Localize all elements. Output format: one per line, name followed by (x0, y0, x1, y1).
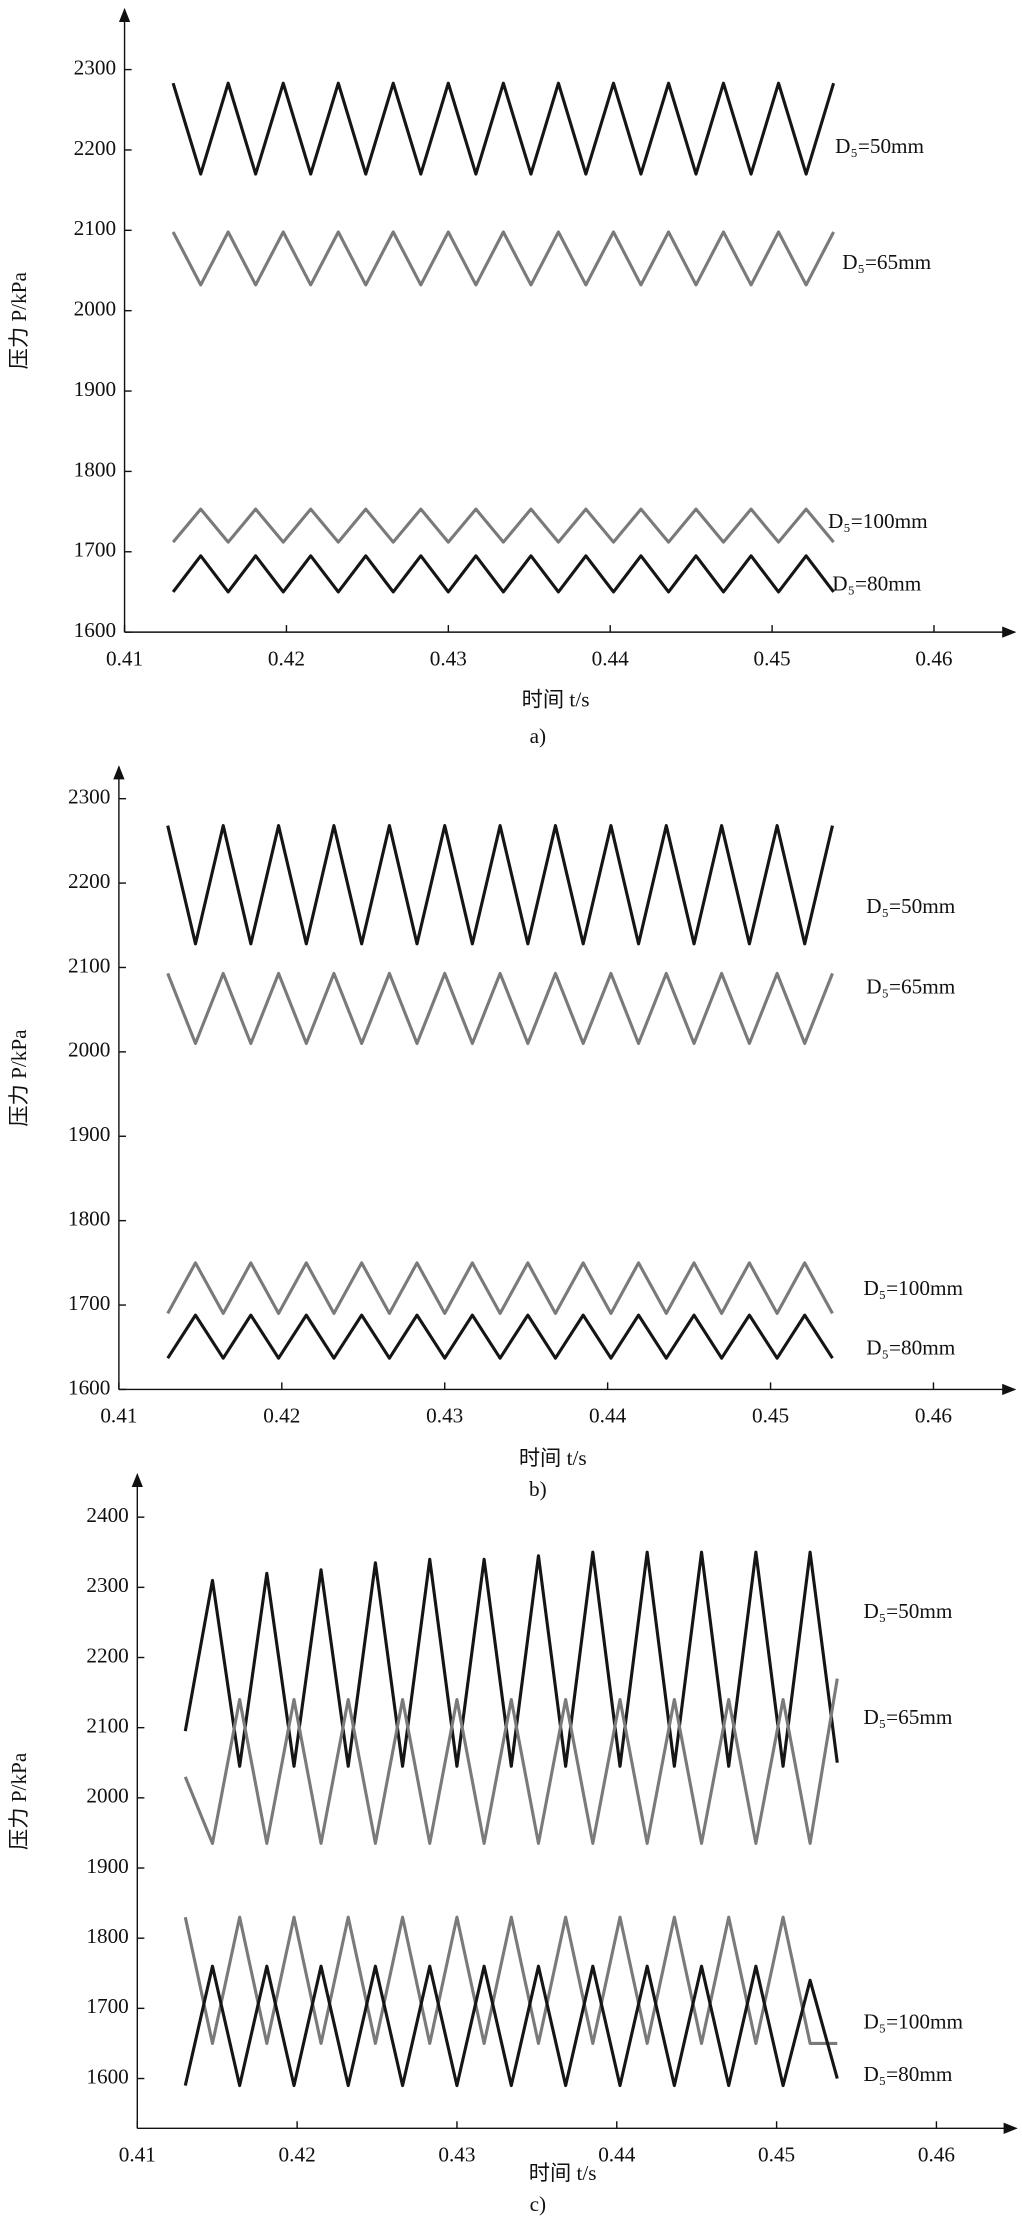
legend-label: D₅=50mm (835, 134, 924, 158)
x-axis-label: 时间 t/s (519, 1446, 587, 1470)
y-tick-label: 2000 (74, 297, 116, 321)
y-tick-label: 2300 (74, 55, 116, 79)
y-axis-label: 压力 P/kPa (7, 272, 31, 370)
y-tick-label: 2100 (86, 1714, 128, 1738)
caption: b) (529, 1477, 547, 1501)
y-tick-label: 1600 (86, 2064, 128, 2088)
y-tick-label: 2000 (86, 1784, 128, 1808)
series-line (166, 824, 834, 946)
y-tick-label: 2200 (86, 1643, 128, 1667)
y-tick-label: 1700 (86, 1994, 128, 2018)
x-tick-label: 0.44 (592, 646, 630, 670)
caption: c) (530, 2192, 546, 2216)
x-axis-label: 时间 t/s (529, 2161, 597, 2185)
x-tick-label: 0.42 (279, 2143, 316, 2167)
series-line (183, 1964, 839, 2088)
legend-label: D₅=50mm (866, 894, 955, 918)
x-tick-label: 0.45 (752, 1404, 789, 1428)
y-tick-label: 2200 (68, 869, 110, 893)
y-tick-label: 2300 (68, 785, 110, 809)
x-tick-label: 0.41 (106, 646, 143, 670)
y-tick-label: 1800 (74, 457, 116, 481)
legend-label: D₅=80mm (863, 2062, 952, 2086)
x-tick-label: 0.44 (598, 2143, 636, 2167)
y-tick-label: 1900 (86, 1854, 128, 1878)
y-tick-label: 2100 (74, 216, 116, 240)
series-line (166, 1313, 834, 1360)
x-tick-label: 0.45 (758, 2143, 795, 2167)
x-tick-label: 0.42 (263, 1404, 300, 1428)
x-tick-label: 0.41 (119, 2143, 156, 2167)
legend-label: D₅=65mm (842, 250, 931, 274)
series-line (171, 507, 835, 544)
series-line (171, 230, 835, 287)
legend-label: D₅=80mm (866, 1336, 955, 1360)
y-tick-label: 1900 (68, 1122, 110, 1146)
x-tick-label: 0.46 (918, 2143, 955, 2167)
series-line (171, 81, 836, 176)
series-line (183, 1915, 838, 2045)
x-tick-label: 0.46 (915, 646, 952, 670)
x-axis-label: 时间 t/s (522, 687, 590, 711)
y-tick-label: 2000 (68, 1038, 110, 1062)
series-line (171, 554, 835, 594)
x-tick-label: 0.41 (100, 1404, 137, 1428)
x-tick-label: 0.45 (754, 646, 791, 670)
caption: a) (530, 724, 546, 748)
y-tick-label: 2400 (86, 1503, 128, 1527)
legend-label: D₅=100mm (828, 509, 928, 533)
series-line (183, 1550, 839, 1768)
y-tick-label: 1600 (68, 1375, 110, 1399)
y-tick-label: 1800 (86, 1924, 128, 1948)
series-line (166, 971, 834, 1046)
legend-label: D₅=100mm (863, 1276, 963, 1300)
x-tick-label: 0.43 (426, 1404, 463, 1428)
series-line (166, 1261, 834, 1315)
y-tick-label: 1800 (68, 1207, 110, 1231)
legend-label: D₅=65mm (863, 1705, 952, 1729)
x-tick-label: 0.43 (430, 646, 467, 670)
series-line (183, 1678, 839, 1845)
legend-label: D₅=65mm (866, 975, 955, 999)
legend-label: D₅=100mm (863, 2009, 963, 2033)
x-tick-label: 0.43 (438, 2143, 475, 2167)
x-tick-label: 0.46 (915, 1404, 952, 1428)
y-tick-label: 2300 (86, 1573, 128, 1597)
y-tick-label: 1700 (68, 1291, 110, 1315)
y-tick-label: 2200 (74, 136, 116, 160)
x-tick-label: 0.42 (268, 646, 305, 670)
y-tick-label: 1600 (74, 618, 116, 642)
y-tick-label: 1900 (74, 377, 116, 401)
y-axis-label: 压力 P/kPa (7, 1029, 31, 1127)
y-tick-label: 1700 (74, 538, 116, 562)
y-tick-label: 2100 (68, 953, 110, 977)
legend-label: D₅=80mm (832, 571, 921, 595)
legend-label: D₅=50mm (863, 1599, 952, 1623)
x-tick-label: 0.44 (589, 1404, 627, 1428)
y-axis-label: 压力 P/kPa (7, 1752, 31, 1850)
